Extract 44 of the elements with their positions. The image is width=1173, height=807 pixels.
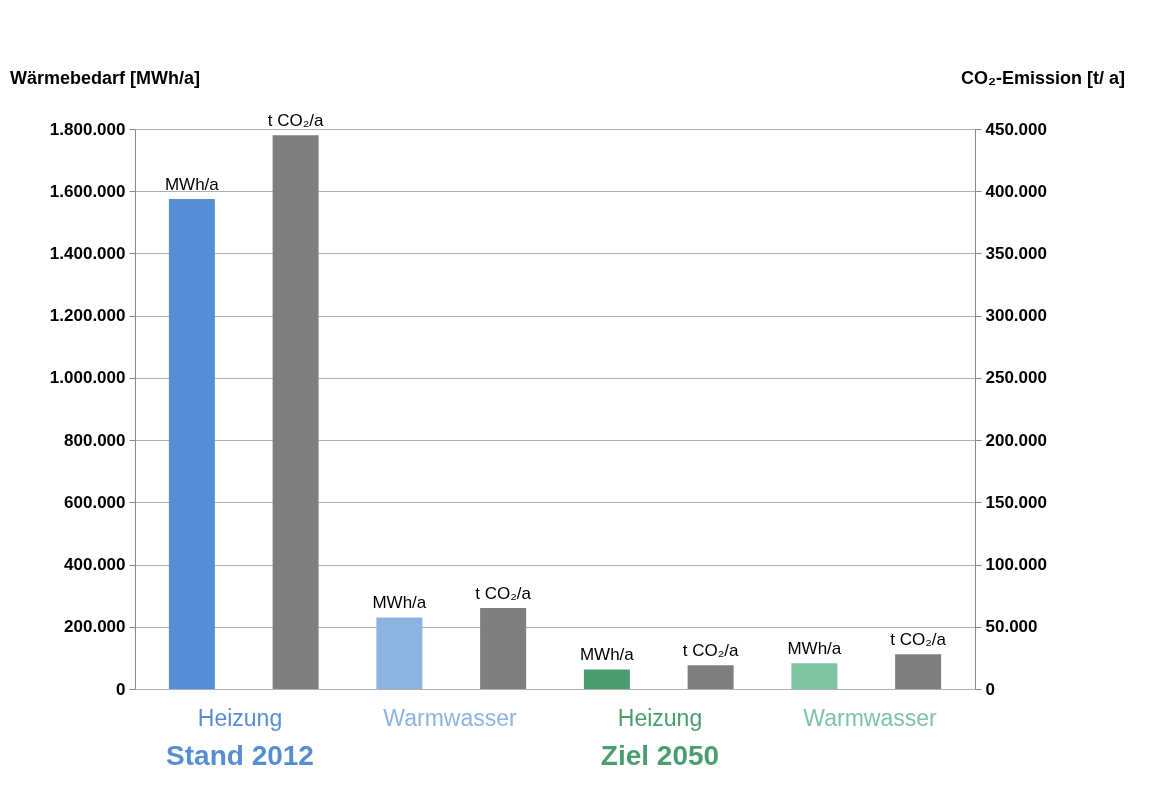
y2-tick-label: 200.000 [985,430,1047,450]
y-tick-label: 1.600.000 [49,181,126,201]
y-tick-label: 1.400.000 [49,243,126,263]
bar [791,663,838,689]
x-tick-label: Warmwasser [803,705,937,731]
data-label: MWh/a [579,645,635,665]
bar [272,135,319,689]
text: Stand 2012 [166,740,314,771]
y-tick-label: 400.000 [64,555,126,575]
data-label: t CO₂/a [475,584,532,604]
y-tick-label: 0 [116,679,126,699]
data-label: MWh/a [164,175,220,194]
data-label: t CO₂/a [890,630,947,650]
y-tick-label: 800.000 [64,430,126,450]
x-tick-label: Heizung [197,705,283,731]
y2-axis-title: CO₂-Emission [t/ a] [960,68,1125,88]
y2-tick-label: 300.000 [985,306,1047,326]
bar [168,199,215,689]
y2-tick-label: 150.000 [985,492,1047,512]
y2-tick-label: 0 [985,679,995,699]
bar [895,654,942,689]
y-tick-label: 1.000.000 [49,368,126,388]
y2-tick-label: 400.000 [985,181,1047,201]
bar [583,669,630,689]
y2-tick-label: 450.000 [985,119,1047,139]
y-tick-label: 1.200.000 [49,306,126,326]
bar [480,608,527,689]
data-label: MWh/a [372,593,427,613]
data-label: t CO₂/a [682,641,740,661]
y-tick-label: 1.800.000 [49,119,126,139]
data-label: MWh/a [787,639,842,659]
text: Ziel 2050 [600,740,720,771]
data-label: t CO₂/a [267,111,325,131]
y2-tick-label: 350.000 [985,243,1047,263]
bar [376,617,423,689]
y-axis-title: Wärmebedarf [MWh/a] [10,68,201,88]
bar [687,665,734,689]
x-tick-label: Warmwasser [383,705,517,731]
y2-tick-label: 250.000 [985,368,1047,388]
y-tick-label: 200.000 [64,617,126,637]
x-tick-label: Heizung [617,705,703,731]
y2-tick-label: 50.000 [985,617,1038,637]
y2-tick-label: 100.000 [985,555,1047,575]
y-tick-label: 600.000 [64,492,126,512]
